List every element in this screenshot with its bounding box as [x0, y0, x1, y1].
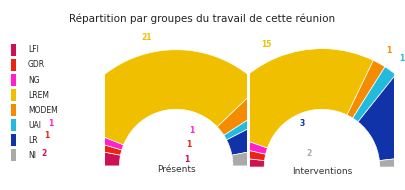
- Wedge shape: [207, 128, 267, 154]
- Wedge shape: [358, 74, 405, 161]
- Wedge shape: [204, 154, 264, 167]
- Text: 1: 1: [399, 54, 404, 63]
- Bar: [11, 119, 16, 131]
- Wedge shape: [62, 133, 122, 155]
- Wedge shape: [217, 86, 274, 135]
- Bar: [11, 104, 16, 116]
- Text: 15: 15: [261, 40, 271, 49]
- Wedge shape: [210, 49, 373, 148]
- Wedge shape: [353, 67, 396, 122]
- Wedge shape: [347, 60, 385, 118]
- Text: GDR: GDR: [28, 60, 45, 70]
- Text: NI: NI: [28, 151, 36, 160]
- Wedge shape: [65, 123, 124, 150]
- Bar: [11, 74, 16, 86]
- Text: 1: 1: [186, 140, 191, 149]
- Bar: [11, 89, 16, 101]
- Text: LR: LR: [28, 136, 38, 145]
- Text: 1: 1: [184, 155, 189, 164]
- Text: 2: 2: [306, 149, 311, 158]
- Text: Répartition par groupes du travail de cette réunion: Répartition par groupes du travail de ce…: [69, 14, 336, 24]
- Text: MODEM: MODEM: [28, 106, 58, 115]
- FancyBboxPatch shape: [0, 29, 118, 177]
- Text: LFI: LFI: [28, 45, 39, 54]
- Text: 1: 1: [48, 119, 53, 128]
- Text: LREM: LREM: [28, 91, 49, 100]
- Text: UAI: UAI: [28, 121, 41, 130]
- Bar: [11, 149, 16, 162]
- Text: 1: 1: [289, 96, 294, 105]
- Text: 2: 2: [279, 81, 284, 90]
- Text: 1: 1: [44, 131, 49, 140]
- Text: NG: NG: [28, 76, 40, 85]
- Text: 2: 2: [41, 149, 46, 158]
- Wedge shape: [232, 144, 292, 166]
- Text: 3: 3: [299, 119, 305, 128]
- Text: Interventions: Interventions: [292, 167, 352, 176]
- Bar: [11, 134, 16, 146]
- Wedge shape: [68, 50, 260, 145]
- Bar: [11, 59, 16, 71]
- Bar: [11, 44, 16, 56]
- Text: Présents: Présents: [157, 165, 196, 174]
- Wedge shape: [60, 144, 121, 166]
- Text: 1: 1: [386, 46, 392, 55]
- Text: 21: 21: [141, 33, 151, 42]
- Wedge shape: [204, 141, 266, 161]
- Wedge shape: [379, 154, 405, 167]
- Text: 1: 1: [189, 126, 194, 135]
- Wedge shape: [224, 103, 279, 140]
- Wedge shape: [226, 113, 290, 155]
